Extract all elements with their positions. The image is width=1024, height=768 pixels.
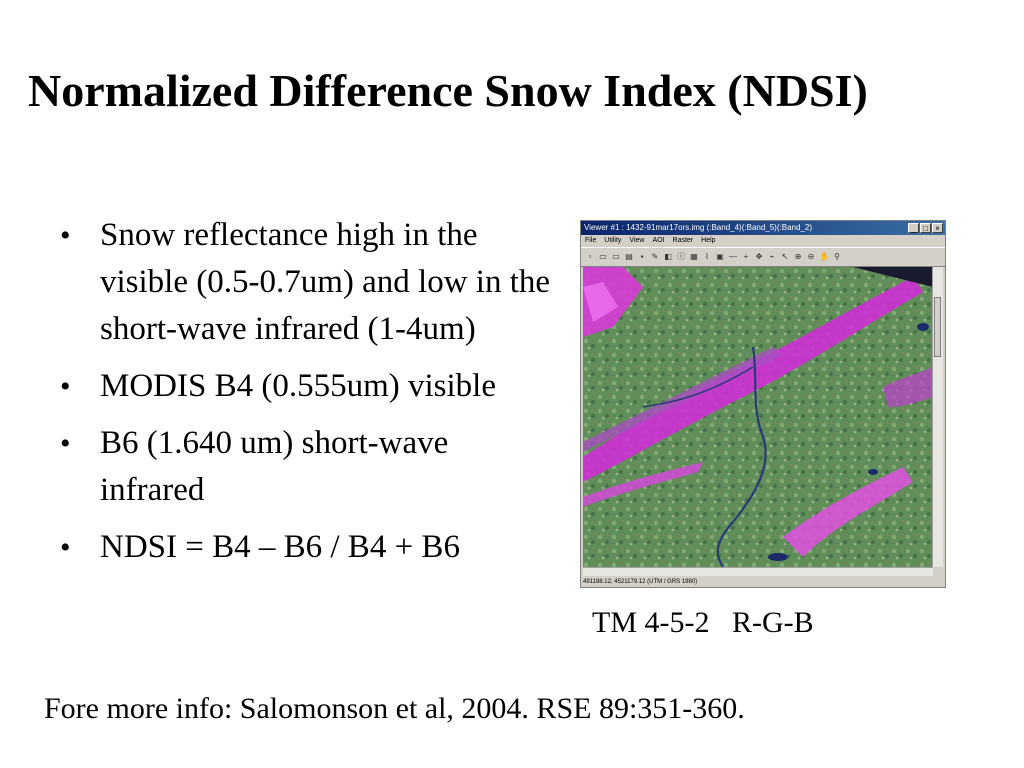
minus-icon[interactable]: — bbox=[729, 252, 737, 261]
save-icon[interactable]: ▪ bbox=[640, 252, 644, 261]
crosshair-icon[interactable]: + bbox=[743, 252, 749, 261]
chart-icon[interactable]: ⌁ bbox=[769, 252, 775, 261]
layer-icon[interactable]: ◧ bbox=[664, 252, 672, 261]
bullet-item: • B6 (1.640 um) short-wave infrared bbox=[60, 420, 550, 514]
menu-file[interactable]: File bbox=[585, 237, 597, 244]
scrollbar-thumb[interactable] bbox=[934, 297, 941, 357]
maximize-icon[interactable]: □ bbox=[920, 223, 931, 233]
bullet-list: • Snow reflectance high in the visible (0… bbox=[60, 212, 550, 581]
menu-utility[interactable]: Utility bbox=[604, 237, 622, 244]
snow-ridge bbox=[583, 462, 703, 507]
profile-icon[interactable]: ⌇ bbox=[705, 252, 709, 261]
menu-aoi[interactable]: AOI bbox=[652, 237, 665, 244]
zoom-out-icon[interactable]: ⊖ bbox=[807, 252, 815, 261]
open-icon[interactable]: ▭ bbox=[599, 252, 607, 261]
river bbox=[716, 346, 767, 567]
reference-footer: Fore more info: Salomonson et al, 2004. … bbox=[44, 692, 745, 725]
viewer-menu-bar: File Utility View AOI Raster Help bbox=[581, 235, 945, 247]
menu-help[interactable]: Help bbox=[701, 237, 716, 244]
info-icon[interactable]: ⓘ bbox=[677, 252, 685, 261]
bullet-item: • MODIS B4 (0.555um) visible bbox=[60, 363, 550, 410]
close-icon[interactable]: × bbox=[932, 223, 943, 233]
bullet-dot: • bbox=[60, 427, 71, 460]
snow-region bbox=[583, 282, 618, 322]
image-viewer-window: Viewer #1 : 1432-91mar17ors.img (:Band_4… bbox=[580, 220, 946, 588]
vertical-scrollbar[interactable] bbox=[932, 267, 943, 567]
edit-icon[interactable]: ✎ bbox=[651, 252, 659, 261]
grid-icon[interactable]: ▦ bbox=[690, 252, 698, 261]
image-caption: TM 4-5-2 R-G-B bbox=[592, 606, 814, 639]
slide-title: Normalized Difference Snow Index (NDSI) bbox=[28, 65, 868, 116]
magic-wand-icon[interactable]: ⚲ bbox=[834, 252, 840, 261]
image-corner bbox=[853, 267, 933, 287]
menu-raster[interactable]: Raster bbox=[672, 237, 694, 244]
river bbox=[642, 366, 754, 408]
fit-icon[interactable]: ▣ bbox=[716, 252, 724, 261]
open-folder-icon[interactable]: ▭ bbox=[612, 252, 620, 261]
snow-region bbox=[883, 367, 933, 407]
bullet-dot: • bbox=[60, 370, 71, 403]
minimize-icon[interactable]: _ bbox=[908, 223, 919, 233]
zoom-in-icon[interactable]: ⊕ bbox=[794, 252, 802, 261]
bullet-text: MODIS B4 (0.555um) visible bbox=[100, 368, 496, 404]
bullet-dot: • bbox=[60, 531, 71, 564]
viewer-title: Viewer #1 : 1432-91mar17ors.img (:Band_4… bbox=[584, 223, 812, 232]
lake bbox=[768, 553, 788, 561]
bullet-dot: • bbox=[60, 219, 71, 252]
bullet-item: • Snow reflectance high in the visible (0… bbox=[60, 212, 550, 353]
menu-view[interactable]: View bbox=[629, 237, 645, 244]
snow-ridge bbox=[583, 347, 783, 452]
snow-ridge bbox=[583, 277, 923, 482]
viewer-toolbar: ▫ ▭ ▭ ▤ ▪ ✎ ◧ ⓘ ▦ ⌇ ▣ — + ✥ ⌁ ↖ ⊕ ⊖ ✋ ⚲ bbox=[581, 247, 945, 267]
pan-hand-icon[interactable]: ✋ bbox=[819, 252, 829, 261]
new-icon[interactable]: ▫ bbox=[588, 252, 592, 261]
viewer-title-bar[interactable]: Viewer #1 : 1432-91mar17ors.img (:Band_4… bbox=[581, 221, 945, 235]
pointer-icon[interactable]: ↖ bbox=[781, 252, 789, 261]
bullet-item: • NDSI = B4 – B6 / B4 + B6 bbox=[60, 524, 550, 571]
snow-region bbox=[783, 467, 913, 557]
bullet-text: Snow reflectance high in the visible (0.… bbox=[100, 217, 551, 347]
coordinate-readout: 491198.12, 4521179.12 (UTM / GRS 1980) bbox=[583, 579, 698, 585]
bullet-text: B6 (1.640 um) short-wave infrared bbox=[100, 425, 449, 508]
move-icon[interactable]: ✥ bbox=[755, 252, 763, 261]
lake bbox=[917, 323, 929, 331]
satellite-image[interactable] bbox=[583, 267, 933, 567]
satellite-image-graphic bbox=[583, 267, 933, 567]
print-icon[interactable]: ▤ bbox=[625, 252, 633, 261]
window-controls: _ □ × bbox=[908, 223, 943, 233]
horizontal-scrollbar[interactable] bbox=[583, 567, 933, 576]
bullet-text: NDSI = B4 – B6 / B4 + B6 bbox=[100, 529, 460, 565]
lake bbox=[868, 469, 878, 475]
